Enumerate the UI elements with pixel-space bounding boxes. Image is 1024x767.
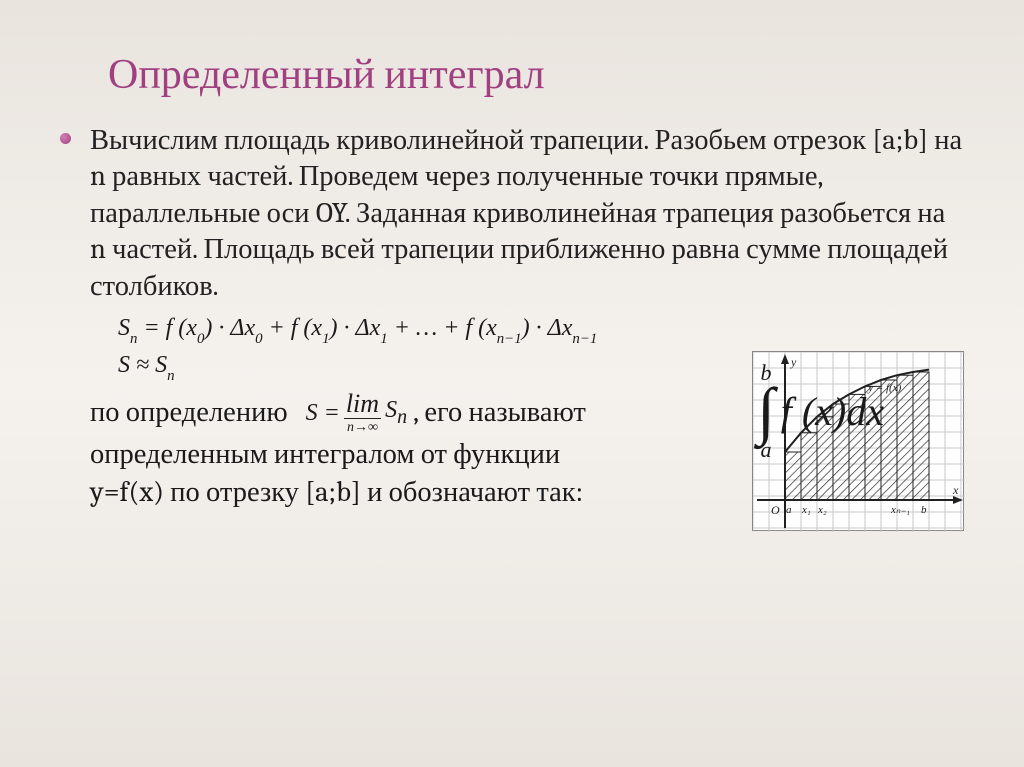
equation-sn: Sn = f (x0) · Δx0 + f (x1) · Δx1 + … + f…: [118, 315, 964, 346]
limit-stack: lim n→∞: [344, 391, 381, 435]
bullet-icon: [60, 133, 71, 144]
svg-text:a: a: [786, 504, 792, 516]
svg-text:xₙ₋₁: xₙ₋₁: [890, 504, 910, 516]
lim-sub: n→∞: [347, 421, 378, 435]
int-lower: a: [760, 440, 771, 460]
limit-expression: S = lim n→∞ Sn: [294, 391, 407, 435]
text-po-opredeleniyu: по определению: [90, 395, 288, 431]
integral-sign-icon: ∫: [757, 382, 775, 440]
slide: Определенный интеграл Вычислим площадь к…: [0, 0, 1024, 767]
eq-approx-text: S ≈ Sn: [118, 352, 175, 378]
svg-text:b: b: [921, 504, 927, 516]
eq-sn-text: Sn = f (x0) · Δx0 + f (x1) · Δx1 + … + f…: [118, 315, 597, 341]
body: Вычислим площадь криволинейной трапеции.…: [90, 123, 964, 512]
svg-text:x₁: x₁: [801, 504, 811, 516]
integral-symbol: b ∫ a: [757, 363, 775, 460]
integral-expression: b ∫ a f (x)dx: [757, 363, 884, 460]
slide-title: Определенный интеграл: [90, 50, 964, 99]
lim-S: S =: [306, 398, 340, 429]
lim-word: lim: [344, 391, 381, 419]
main-paragraph: Вычислим площадь криволинейной трапеции.…: [90, 123, 964, 305]
svg-text:x₂: x₂: [817, 504, 827, 516]
lim-Sn: Sn: [385, 395, 407, 430]
text-ego-nazyvayut: , его называют: [413, 395, 586, 431]
int-body: f (x)dx: [781, 388, 884, 435]
svg-text:O: O: [771, 503, 780, 517]
svg-text:x: x: [952, 483, 959, 497]
